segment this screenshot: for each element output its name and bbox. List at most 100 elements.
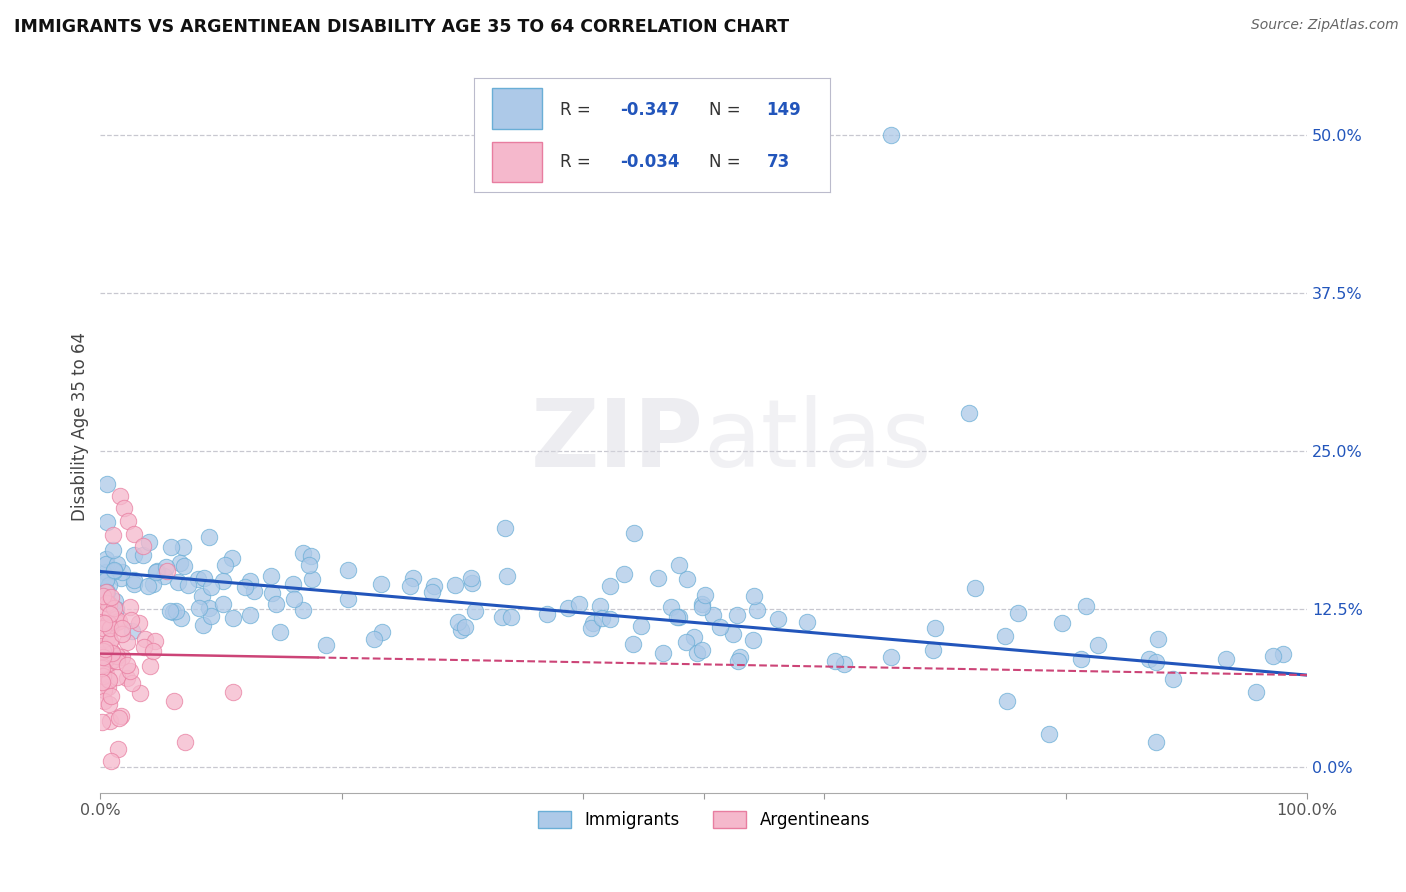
Point: [91, 649, 114, 664]
Point: [108, 711, 131, 725]
Point: [222, 610, 245, 624]
Y-axis label: Disability Age 35 to 64: Disability Age 35 to 64: [72, 332, 89, 521]
Point: [111, 649, 134, 664]
Point: [155, 559, 177, 574]
Point: [131, 539, 153, 553]
Point: [142, 576, 165, 591]
Point: [200, 580, 222, 594]
Point: [173, 735, 195, 749]
Point: [96, 584, 118, 599]
Point: [193, 617, 215, 632]
Point: [824, 654, 846, 668]
Point: [191, 589, 214, 603]
Point: [122, 526, 145, 541]
Point: [579, 621, 602, 635]
Point: [103, 563, 125, 577]
Point: [450, 624, 472, 638]
Point: [111, 627, 134, 641]
Point: [142, 644, 165, 658]
Point: [188, 600, 211, 615]
Point: [447, 615, 470, 629]
Point: [1272, 647, 1295, 661]
Point: [107, 741, 129, 756]
Point: [105, 670, 128, 684]
Point: [101, 646, 124, 660]
Point: [193, 571, 215, 585]
Point: [995, 694, 1018, 708]
Point: [121, 624, 143, 639]
Point: [298, 558, 321, 572]
Point: [90, 640, 112, 654]
Point: [132, 640, 155, 654]
Point: [742, 590, 765, 604]
Point: [301, 572, 323, 586]
Point: [105, 648, 128, 663]
Point: [100, 690, 122, 704]
Point: [198, 530, 221, 544]
Point: [370, 625, 392, 640]
Point: [97, 672, 120, 686]
Point: [108, 489, 131, 503]
Point: [97, 597, 120, 611]
Point: [721, 627, 744, 641]
Point: [495, 569, 517, 583]
Point: [98, 673, 121, 687]
Point: [156, 565, 179, 579]
Point: [98, 656, 121, 670]
Point: [214, 558, 236, 573]
Point: [91, 644, 114, 658]
Point: [745, 603, 768, 617]
Point: [675, 635, 697, 649]
Point: [100, 634, 122, 648]
Point: [111, 621, 134, 635]
Point: [121, 676, 143, 690]
Point: [260, 569, 283, 583]
Point: [211, 574, 233, 588]
Point: [1137, 651, 1160, 665]
Point: [96, 648, 118, 662]
Point: [491, 610, 513, 624]
Point: [337, 564, 360, 578]
Point: [170, 611, 193, 625]
Point: [177, 577, 200, 591]
Point: [420, 585, 443, 599]
Point: [145, 565, 167, 579]
Point: [461, 575, 484, 590]
Text: ZIP: ZIP: [531, 395, 704, 487]
Point: [98, 697, 121, 711]
Point: [96, 557, 118, 571]
Point: [676, 572, 699, 586]
Point: [96, 651, 118, 665]
Point: [613, 567, 636, 582]
Point: [165, 604, 187, 618]
Point: [90, 675, 112, 690]
Point: [647, 571, 669, 585]
Point: [96, 630, 118, 644]
Point: [96, 572, 118, 586]
Point: [568, 597, 591, 611]
Point: [1215, 652, 1237, 666]
Point: [1076, 599, 1098, 614]
Point: [134, 632, 156, 646]
Point: [695, 588, 717, 602]
Point: [122, 549, 145, 563]
Point: [233, 580, 256, 594]
Point: [96, 596, 118, 610]
Point: [91, 615, 114, 630]
Point: [173, 558, 195, 573]
Text: IMMIGRANTS VS ARGENTINEAN DISABILITY AGE 35 TO 64 CORRELATION CHART: IMMIGRANTS VS ARGENTINEAN DISABILITY AGE…: [14, 18, 789, 36]
Point: [588, 599, 610, 613]
Point: [370, 576, 392, 591]
Point: [1263, 648, 1285, 663]
Point: [728, 650, 751, 665]
Point: [93, 694, 115, 708]
Point: [97, 680, 120, 694]
Point: [402, 571, 425, 585]
Point: [623, 525, 645, 540]
Point: [1244, 684, 1267, 698]
Point: [96, 667, 118, 681]
Point: [652, 646, 675, 660]
Point: [269, 624, 291, 639]
Point: [460, 571, 482, 585]
Point: [742, 632, 765, 647]
